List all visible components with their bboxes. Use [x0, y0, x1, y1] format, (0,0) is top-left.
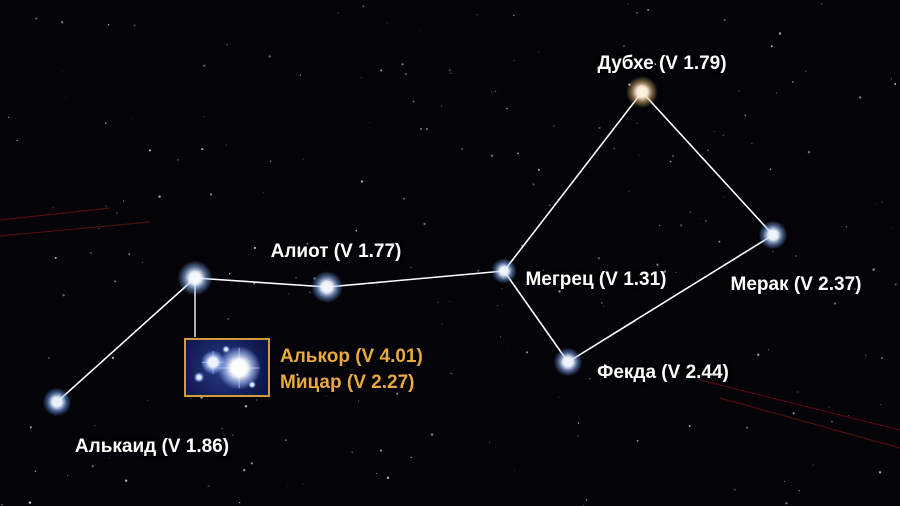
merak-star [759, 221, 788, 250]
alioth-star [311, 271, 343, 303]
dubhe-star [626, 76, 658, 108]
megrez-star [491, 258, 517, 284]
line-layer [0, 0, 900, 506]
background-layer [0, 0, 900, 506]
constellation-diagram: Алькаид (V 1.86) Алиот (V 1.77) Мегрец (V … [0, 0, 900, 506]
phecda-star [554, 348, 583, 377]
alioth-label: Алиот (V 1.77) [271, 241, 402, 263]
inset-label-1: Мицар (V 2.27) [280, 372, 414, 394]
merak-label: Мерак (V 2.37) [731, 274, 862, 296]
alkaid-label: Алькаид (V 1.86) [75, 436, 229, 458]
mizar-star [177, 260, 212, 295]
inset-label-0: Алькор (V 4.01) [280, 346, 423, 368]
phecda-label: Фекда (V 2.44) [597, 362, 729, 384]
inset-stars [186, 340, 268, 395]
alkaid-star [43, 388, 72, 417]
mizar-alcor-inset [184, 338, 270, 397]
megrez-label: Мегрец (V 1.31) [525, 269, 666, 291]
dubhe-label: Дубхе (V 1.79) [597, 53, 726, 75]
